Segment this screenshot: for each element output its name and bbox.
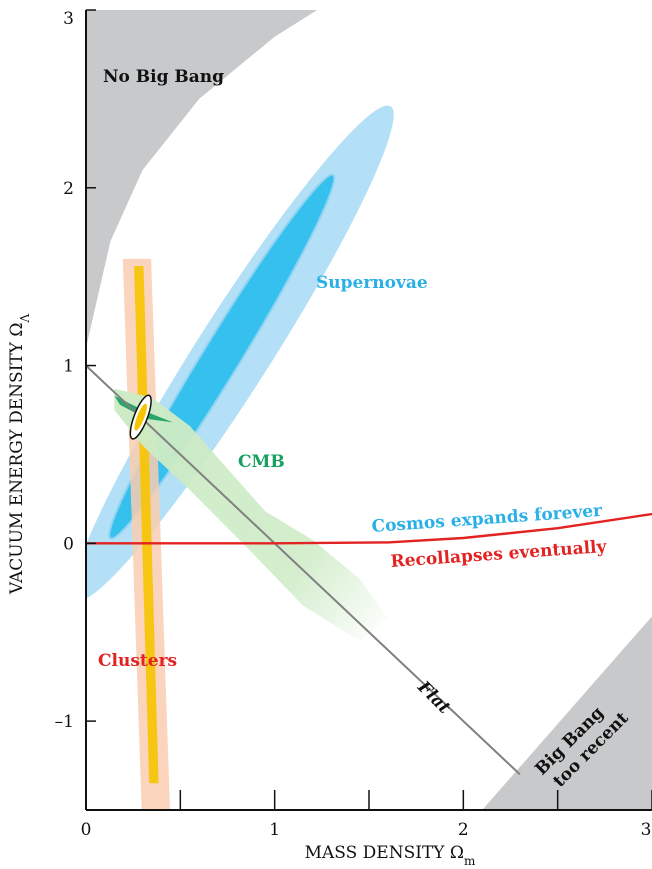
no-big-bang-region: [86, 10, 318, 348]
y-tick-label: 2: [63, 179, 74, 199]
y-tick-label: 0: [63, 534, 74, 554]
x-tick-label: 1: [269, 820, 280, 840]
x-axis-title: MASS DENSITY Ωm: [305, 843, 476, 868]
y-axis-title: VACUUM ENERGY DENSITY ΩΛ: [7, 314, 32, 596]
flat-label: Flat: [413, 677, 454, 718]
flat-line: [86, 364, 521, 776]
no-big-bang-label: No Big Bang: [103, 67, 224, 87]
cmb-band: [114, 388, 388, 642]
x-tick-label: 0: [81, 820, 92, 840]
y-ticks: –1 0 1 2 3: [55, 9, 96, 732]
concordance-region: [134, 403, 147, 431]
big-bang-too-recent-region: [482, 616, 652, 810]
axes: 0 1 2 3 –1 0 1 2 3: [55, 9, 652, 840]
x-tick-label: 3: [641, 820, 652, 840]
supernovae-label: Supernovae: [316, 273, 428, 293]
cmb-label: CMB: [238, 452, 285, 472]
recollapses-label: Recollapses eventually: [390, 537, 608, 572]
expands-forever-label: Cosmos expands forever: [371, 501, 604, 537]
plot-area: [86, 10, 652, 810]
clusters-label: Clusters: [98, 651, 177, 671]
y-tick-label: –1: [55, 712, 74, 732]
y-tick-label: 3: [63, 9, 74, 29]
x-tick-label: 2: [458, 820, 469, 840]
x-ticks: 0 1 2 3: [81, 790, 652, 840]
expansion-boundary-line: [86, 512, 652, 545]
y-tick-label: 1: [63, 357, 74, 377]
